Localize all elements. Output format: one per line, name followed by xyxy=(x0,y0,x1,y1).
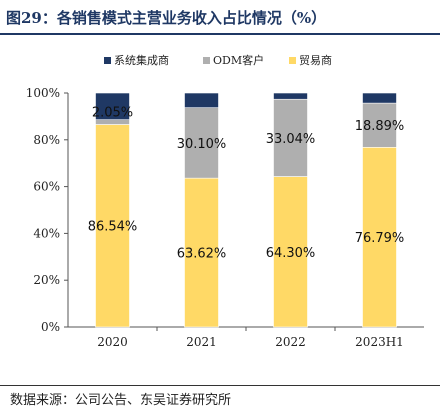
bar-segment xyxy=(362,92,397,104)
data-label: 63.62% xyxy=(177,247,227,262)
bar-segment xyxy=(273,92,308,100)
legend-swatch xyxy=(104,57,111,64)
data-label: 33.04% xyxy=(266,132,316,147)
legend-label: 贸易商 xyxy=(299,53,332,67)
data-label: 76.79% xyxy=(355,231,405,246)
data-label: 18.89% xyxy=(355,119,405,134)
title-divider xyxy=(0,33,440,35)
data-labels: 86.54% 2.05% 63.62% 30.10% 64.30% 33.04% 76.79… xyxy=(88,106,405,262)
legend: 系统集成商 ODM客户 贸易商 xyxy=(104,53,332,67)
y-tick-label: 40% xyxy=(33,226,60,240)
y-tick-label: 80% xyxy=(33,133,60,147)
legend-label: ODM客户 xyxy=(213,53,264,67)
bar-segment xyxy=(273,176,308,328)
bar-segment xyxy=(184,107,219,179)
figure-title: 图29：各销售模式主营业务收入占比情况（%） xyxy=(6,9,327,27)
bars xyxy=(95,92,397,328)
bar-segment xyxy=(362,102,397,148)
x-tick-label: 2022 xyxy=(275,335,306,349)
stacked-bar-chart: 系统集成商 ODM客户 贸易商 0% 20% 40% 60% 80% 100% 2020 2021… xyxy=(26,53,424,349)
bar-segment xyxy=(273,98,308,177)
y-tick-label: 0% xyxy=(41,320,60,334)
data-label: 2.05% xyxy=(92,106,133,121)
axes: 0% 20% 40% 60% 80% 100% 2020 2021 2022 2023H1 xyxy=(26,86,424,349)
source-note: 数据来源：公司公告、东吴证券研究所 xyxy=(10,393,232,408)
y-tick-label: 20% xyxy=(33,273,60,287)
legend-swatch xyxy=(203,57,210,64)
bar-segment xyxy=(184,177,219,328)
y-tick-label: 60% xyxy=(33,180,60,194)
data-label: 64.30% xyxy=(266,246,316,261)
y-tick-label: 100% xyxy=(26,86,60,100)
bar-segment xyxy=(184,92,219,108)
x-tick-label: 2023H1 xyxy=(355,335,404,349)
data-label: 86.54% xyxy=(88,220,138,235)
bar-segment xyxy=(362,147,397,328)
bar-segment xyxy=(95,92,130,120)
x-tick-label: 2020 xyxy=(97,335,128,349)
legend-swatch xyxy=(289,57,296,64)
x-tick-label: 2021 xyxy=(186,335,217,349)
data-label: 30.10% xyxy=(177,137,227,152)
footer-divider xyxy=(0,385,440,386)
legend-label: 系统集成商 xyxy=(114,53,169,67)
